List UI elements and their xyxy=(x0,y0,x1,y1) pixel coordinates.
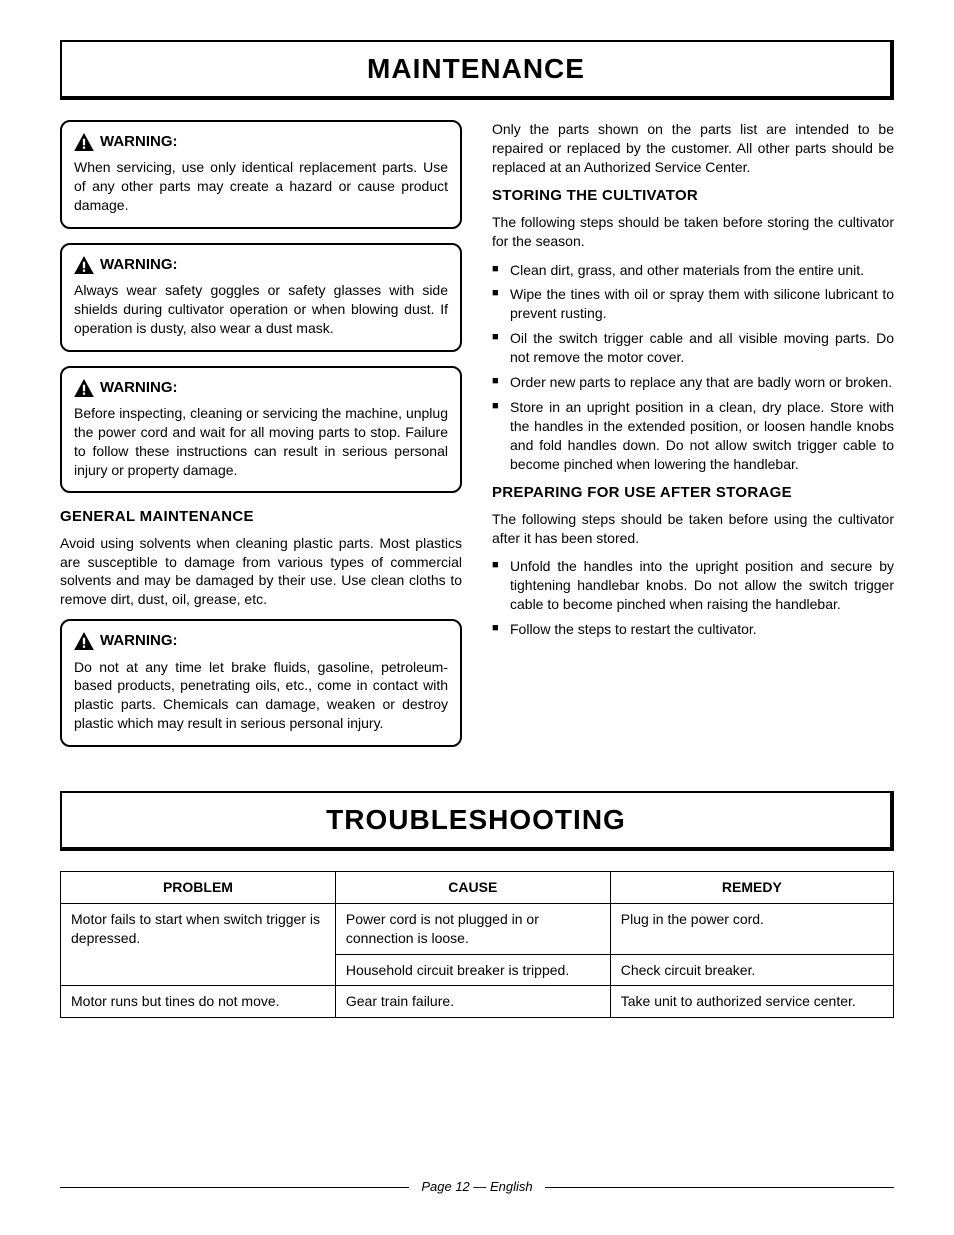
cell-remedy: Plug in the power cord. xyxy=(610,903,893,954)
page-number: Page 12 — English xyxy=(421,1178,532,1196)
list-item: Clean dirt, grass, and other materials f… xyxy=(492,261,894,280)
cell-remedy: Take unit to authorized service center. xyxy=(610,986,893,1018)
list-item: Oil the switch trigger cable and all vis… xyxy=(492,329,894,367)
general-maintenance-text: Avoid using solvents when cleaning plast… xyxy=(60,534,462,610)
cell-cause: Power cord is not plugged in or connecti… xyxy=(335,903,610,954)
warning-label: WARNING: xyxy=(100,378,178,398)
col-problem: PROBLEM xyxy=(61,871,336,903)
troubleshooting-title: TROUBLESHOOTING xyxy=(62,801,890,839)
warning-label: WARNING: xyxy=(100,132,178,152)
maintenance-columns: WARNING: When servicing, use only identi… xyxy=(60,120,894,761)
warning-label: WARNING: xyxy=(100,631,178,651)
warning-text: Before inspecting, cleaning or servicing… xyxy=(74,404,448,480)
footer-rule-right xyxy=(545,1187,894,1188)
warning-header: WARNING: xyxy=(74,255,448,275)
warning-label: WARNING: xyxy=(100,255,178,275)
preparing-bullets: Unfold the handles into the upright posi… xyxy=(492,557,894,639)
warning-triangle-icon xyxy=(74,133,94,151)
storing-heading: STORING THE CULTIVATOR xyxy=(492,186,894,206)
list-item: Store in an upright position in a clean,… xyxy=(492,398,894,474)
cell-problem: Motor fails to start when switch trigger… xyxy=(61,903,336,986)
preparing-heading: PREPARING FOR USE AFTER STORAGE xyxy=(492,483,894,503)
storing-intro: The following steps should be taken befo… xyxy=(492,213,894,251)
col-cause: CAUSE xyxy=(335,871,610,903)
warning-text: When servicing, use only identical repla… xyxy=(74,158,448,215)
warning-box-4: WARNING: Do not at any time let brake fl… xyxy=(60,619,462,747)
table-row: Motor fails to start when switch trigger… xyxy=(61,903,894,954)
preparing-intro: The following steps should be taken befo… xyxy=(492,510,894,548)
maintenance-title-box: MAINTENANCE xyxy=(60,40,894,100)
cell-cause: Gear train failure. xyxy=(335,986,610,1018)
table-row: Motor runs but tines do not move. Gear t… xyxy=(61,986,894,1018)
warning-text: Do not at any time let brake fluids, gas… xyxy=(74,658,448,734)
cell-problem: Motor runs but tines do not move. xyxy=(61,986,336,1018)
right-column: Only the parts shown on the parts list a… xyxy=(492,120,894,761)
warning-header: WARNING: xyxy=(74,378,448,398)
general-maintenance-heading: GENERAL MAINTENANCE xyxy=(60,507,462,527)
troubleshooting-title-box: TROUBLESHOOTING xyxy=(60,791,894,851)
cell-cause: Household circuit breaker is tripped. xyxy=(335,954,610,986)
page-footer: Page 12 — English xyxy=(60,1178,894,1196)
warning-triangle-icon xyxy=(74,379,94,397)
troubleshooting-table: PROBLEM CAUSE REMEDY Motor fails to star… xyxy=(60,871,894,1018)
warning-box-3: WARNING: Before inspecting, cleaning or … xyxy=(60,366,462,494)
storing-bullets: Clean dirt, grass, and other materials f… xyxy=(492,261,894,474)
warning-box-1: WARNING: When servicing, use only identi… xyxy=(60,120,462,229)
list-item: Order new parts to replace any that are … xyxy=(492,373,894,392)
warning-text: Always wear safety goggles or safety gla… xyxy=(74,281,448,338)
warning-header: WARNING: xyxy=(74,132,448,152)
maintenance-title: MAINTENANCE xyxy=(62,50,890,88)
cell-remedy: Check circuit breaker. xyxy=(610,954,893,986)
table-header-row: PROBLEM CAUSE REMEDY xyxy=(61,871,894,903)
right-intro-text: Only the parts shown on the parts list a… xyxy=(492,120,894,177)
warning-box-2: WARNING: Always wear safety goggles or s… xyxy=(60,243,462,352)
left-column: WARNING: When servicing, use only identi… xyxy=(60,120,462,761)
warning-triangle-icon xyxy=(74,632,94,650)
footer-rule-left xyxy=(60,1187,409,1188)
list-item: Follow the steps to restart the cultivat… xyxy=(492,620,894,639)
col-remedy: REMEDY xyxy=(610,871,893,903)
warning-triangle-icon xyxy=(74,256,94,274)
warning-header: WARNING: xyxy=(74,631,448,651)
list-item: Unfold the handles into the upright posi… xyxy=(492,557,894,614)
list-item: Wipe the tines with oil or spray them wi… xyxy=(492,285,894,323)
